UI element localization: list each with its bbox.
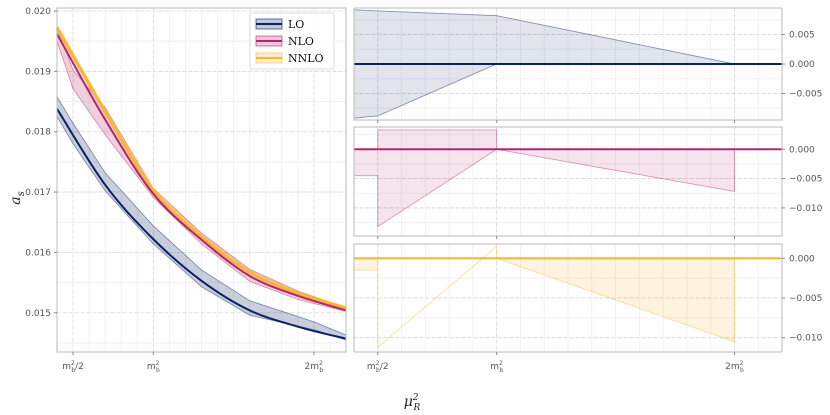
y-tick-label: 0.015 <box>25 309 51 319</box>
residual-band <box>353 129 735 228</box>
panel-nnlo: 0.000 −0.005 −0.010 m2 b/2 m2 b 2m2 b <box>353 243 823 374</box>
x-tick-label: m2 b/2 <box>367 360 389 374</box>
x-tick-label: m2 b <box>147 360 160 374</box>
x-axis-label: μ2 R <box>404 393 421 413</box>
y-tick-label: 0.018 <box>25 128 51 138</box>
y-tick-label: −0.005 <box>789 175 822 185</box>
panel-frame <box>353 126 783 237</box>
y-tick-label: 0.000 <box>789 145 815 155</box>
legend-label-nlo: NLO <box>288 35 314 48</box>
residual-band <box>353 245 735 349</box>
x-tick-label: 2m2 b <box>725 360 744 374</box>
line-nlo <box>56 33 347 312</box>
main-plot: 0.015 0.016 0.017 0.018 0.019 0.020 m2 b/2 m2 b 2m… <box>25 7 347 374</box>
x-tick-label: 2m2 b <box>305 360 324 374</box>
y-tick-label: −0.010 <box>789 204 823 214</box>
line-nnlo <box>55 27 347 310</box>
y-tick-label: −0.010 <box>789 334 823 344</box>
y-tick-label: 0.000 <box>789 254 815 264</box>
y-axis-label: as <box>8 191 27 205</box>
y-tick-label: 0.017 <box>25 188 51 198</box>
y-tick-label: −0.005 <box>789 294 822 304</box>
legend-label-nnlo: NNLO <box>288 52 324 65</box>
main-axes-frame <box>56 7 347 353</box>
x-tick-label: m2 b <box>490 360 503 374</box>
panel-nlo: 0.000 −0.005 −0.010 <box>353 126 823 239</box>
y-tick-label: 0.020 <box>25 7 51 17</box>
y-tick-label: 0.005 <box>789 31 815 41</box>
panel-lo: 0.005 0.000 −0.005 <box>353 7 822 123</box>
y-tick-label: 0.000 <box>789 60 815 70</box>
residual-panels: 0.005 0.000 −0.005 0.000 −0.005 −0.010 0.000 −0… <box>353 7 823 374</box>
y-tick-label: 0.016 <box>25 248 51 258</box>
y-tick-label: −0.005 <box>789 89 822 99</box>
legend-box <box>249 12 335 70</box>
legend: LO NLO NNLO <box>249 12 335 70</box>
x-tick-label: m2 b/2 <box>62 360 84 374</box>
y-tick-label: 0.019 <box>25 67 51 77</box>
legend-label-lo: LO <box>288 18 304 31</box>
line-lo <box>56 108 347 340</box>
